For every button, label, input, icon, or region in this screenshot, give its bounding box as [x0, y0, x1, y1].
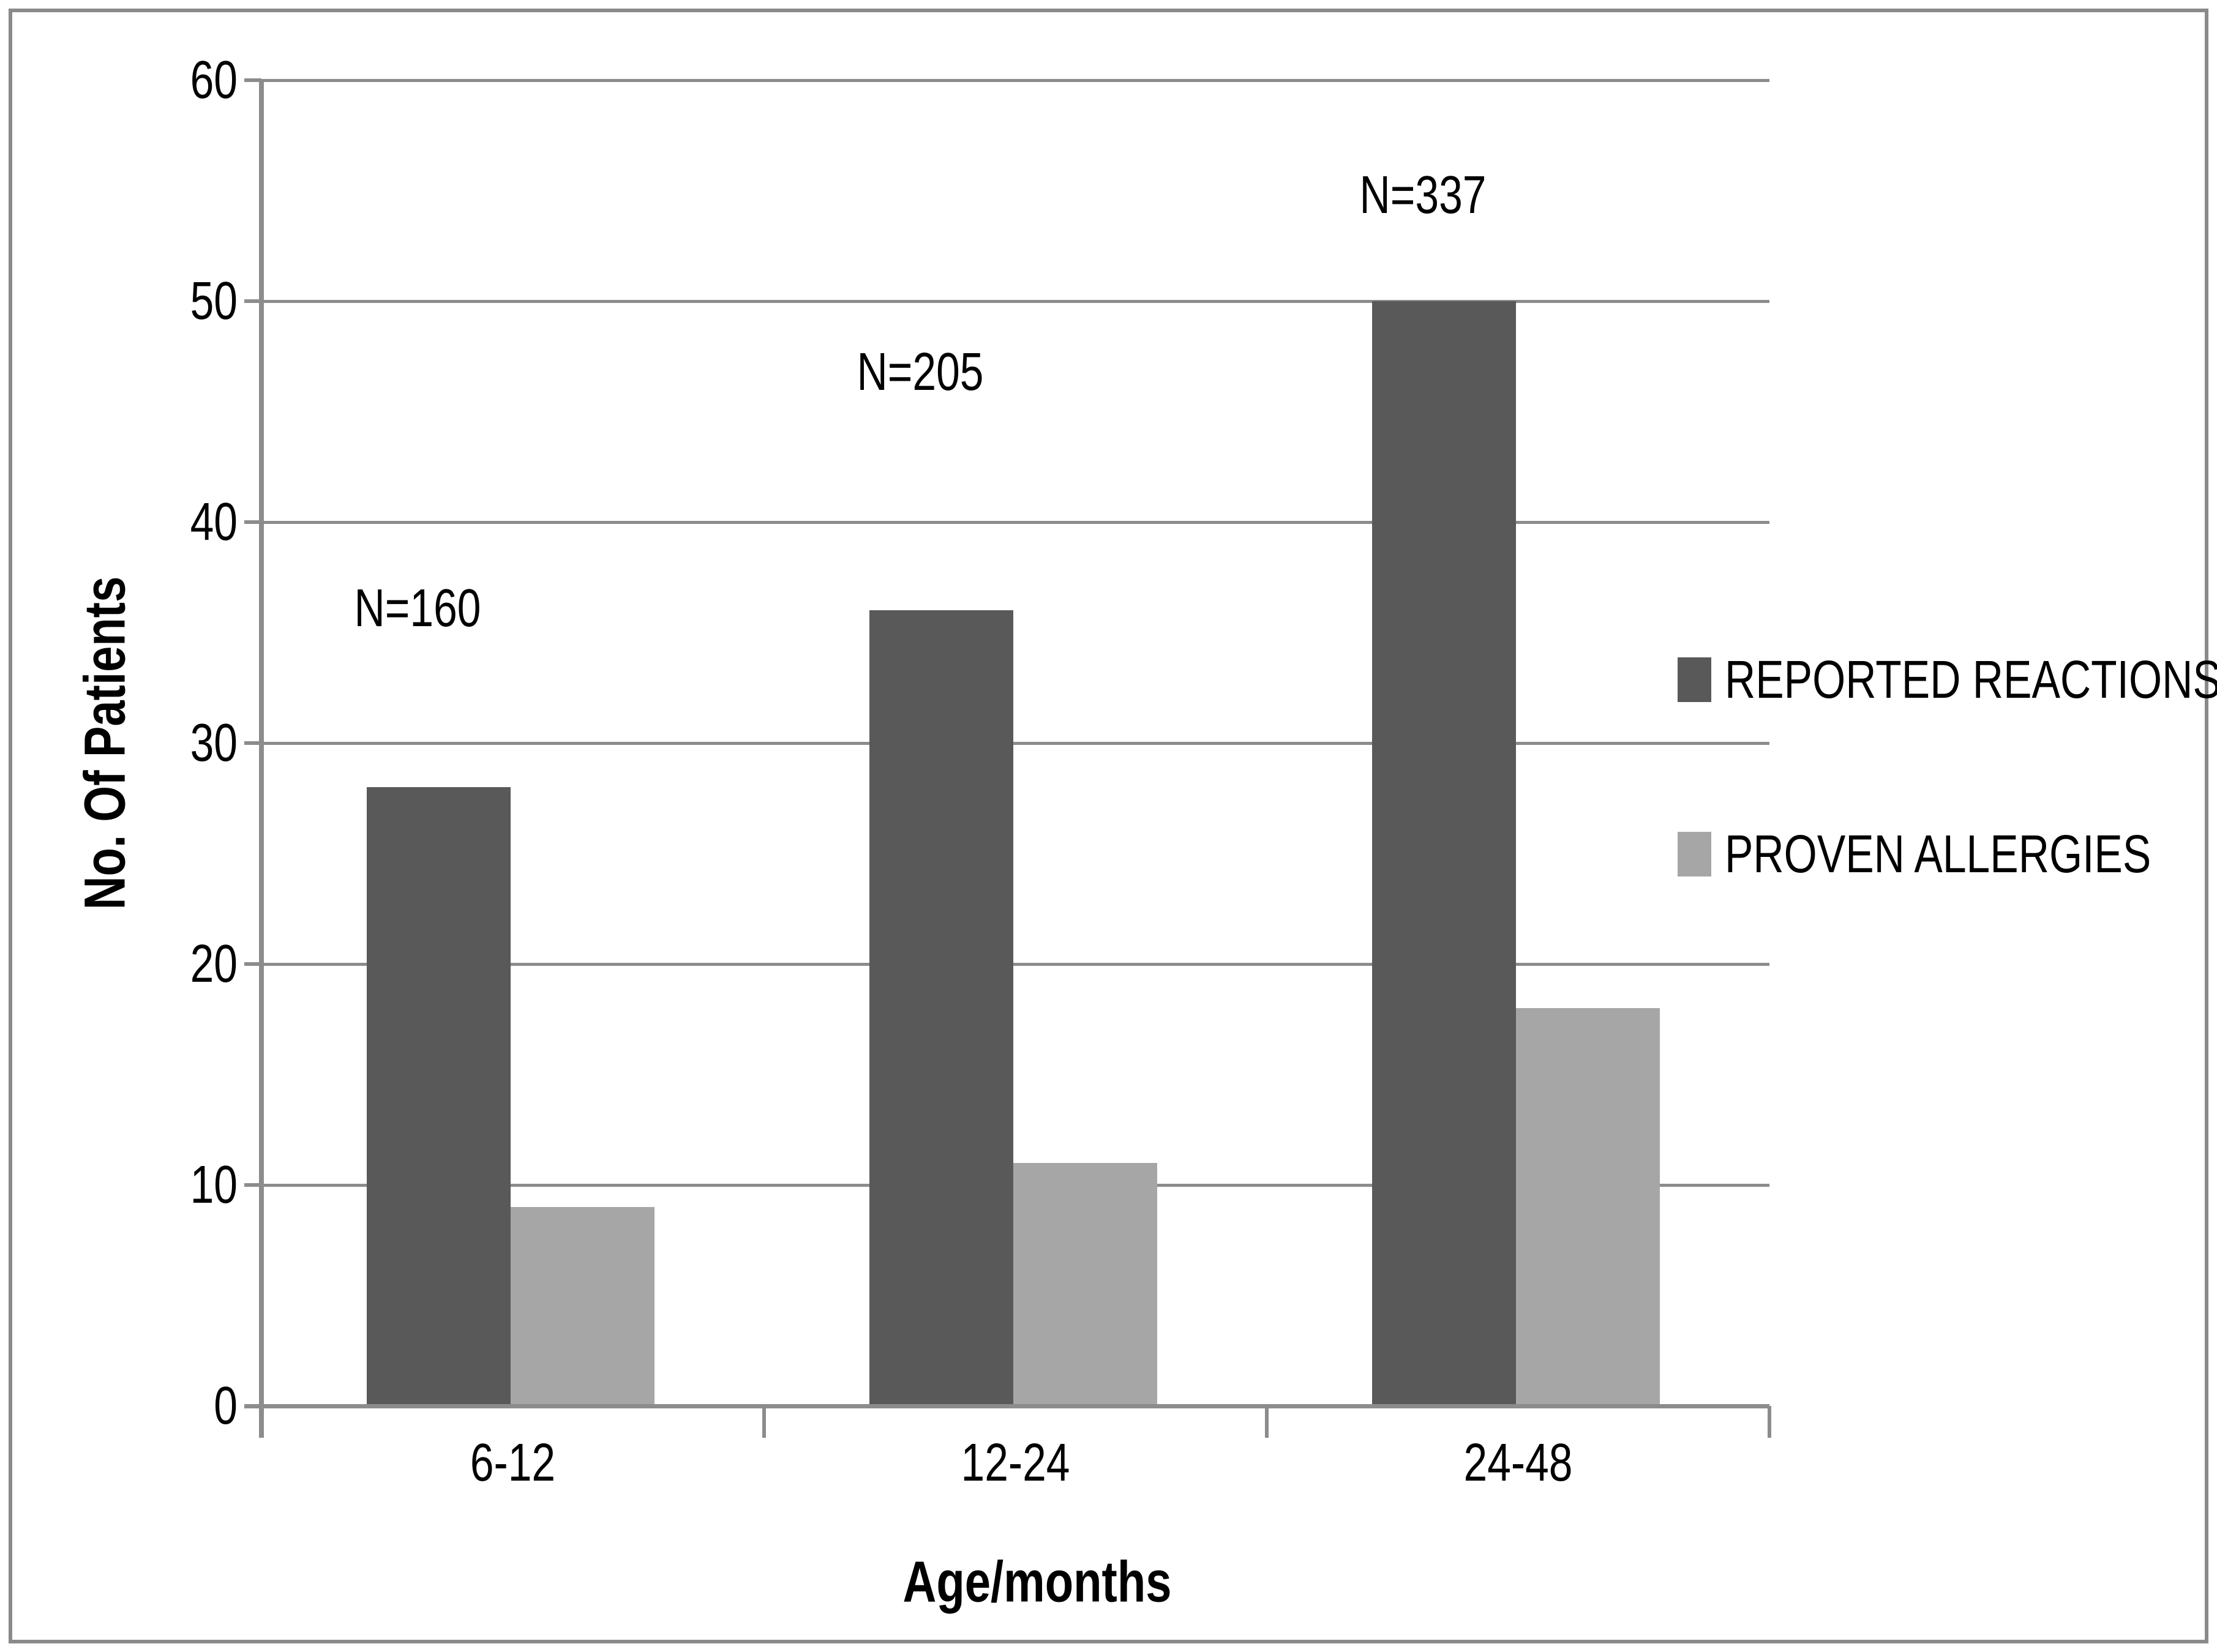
- y-tick-label-20: 20: [190, 934, 238, 993]
- y-tick-mark-10: [244, 1183, 261, 1187]
- annotation-n-205: N=205: [856, 342, 984, 402]
- y-tick-label-50: 50: [190, 271, 238, 331]
- gridline-50: [261, 300, 1769, 303]
- annotation-n-160: N=160: [353, 578, 481, 638]
- x-tick-mark-3: [1768, 1406, 1771, 1438]
- bar-proven-allergies-24-48: [1516, 1008, 1660, 1406]
- x-tick-mark-1: [762, 1406, 766, 1438]
- legend-item-reported-reactions: REPORTED REACTIONS: [1678, 643, 2217, 716]
- y-axis-line: [259, 80, 264, 1438]
- gridline-40: [261, 521, 1769, 524]
- y-tick-label-30: 30: [190, 713, 238, 772]
- bar-proven-allergies-12-24: [1013, 1162, 1157, 1406]
- x-tick-mark-2: [1265, 1406, 1269, 1438]
- legend-label-reported-reactions: REPORTED REACTIONS: [1725, 649, 2217, 709]
- gridline-60: [261, 79, 1769, 82]
- x-tick-mark-0: [260, 1406, 263, 1438]
- y-tick-mark-50: [244, 299, 261, 303]
- bar-reported-reactions-12-24: [869, 610, 1013, 1406]
- gridline-20: [261, 963, 1769, 966]
- y-tick-mark-60: [244, 78, 261, 82]
- y-axis-title: No. Of Patients: [72, 576, 138, 910]
- legend-swatch-reported-reactions: [1678, 657, 1711, 702]
- bar-reported-reactions-24-48: [1372, 301, 1516, 1406]
- bar-reported-reactions-6-12: [367, 787, 511, 1406]
- y-tick-mark-0: [244, 1404, 261, 1408]
- x-axis-line: [244, 1404, 1769, 1408]
- y-tick-mark-30: [244, 741, 261, 745]
- y-tick-label-10: 10: [190, 1155, 238, 1214]
- x-category-label-12-24: 12-24: [961, 1433, 1070, 1492]
- x-axis-title: Age/months: [902, 1549, 1172, 1615]
- y-tick-label-60: 60: [190, 50, 238, 110]
- x-category-label-24-48: 24-48: [1463, 1433, 1573, 1492]
- y-tick-mark-20: [244, 962, 261, 966]
- y-tick-label-0: 0: [214, 1376, 238, 1435]
- y-tick-label-40: 40: [190, 492, 238, 551]
- bar-proven-allergies-6-12: [511, 1207, 655, 1406]
- legend-label-proven-allergies: PROVEN ALLERGIES: [1725, 824, 2151, 884]
- x-category-label-6-12: 6-12: [470, 1433, 556, 1492]
- y-tick-mark-40: [244, 520, 261, 524]
- legend-swatch-proven-allergies: [1678, 831, 1711, 876]
- gridline-30: [261, 742, 1769, 745]
- annotation-n-337: N=337: [1359, 165, 1487, 225]
- legend-item-proven-allergies: PROVEN ALLERGIES: [1678, 817, 2217, 891]
